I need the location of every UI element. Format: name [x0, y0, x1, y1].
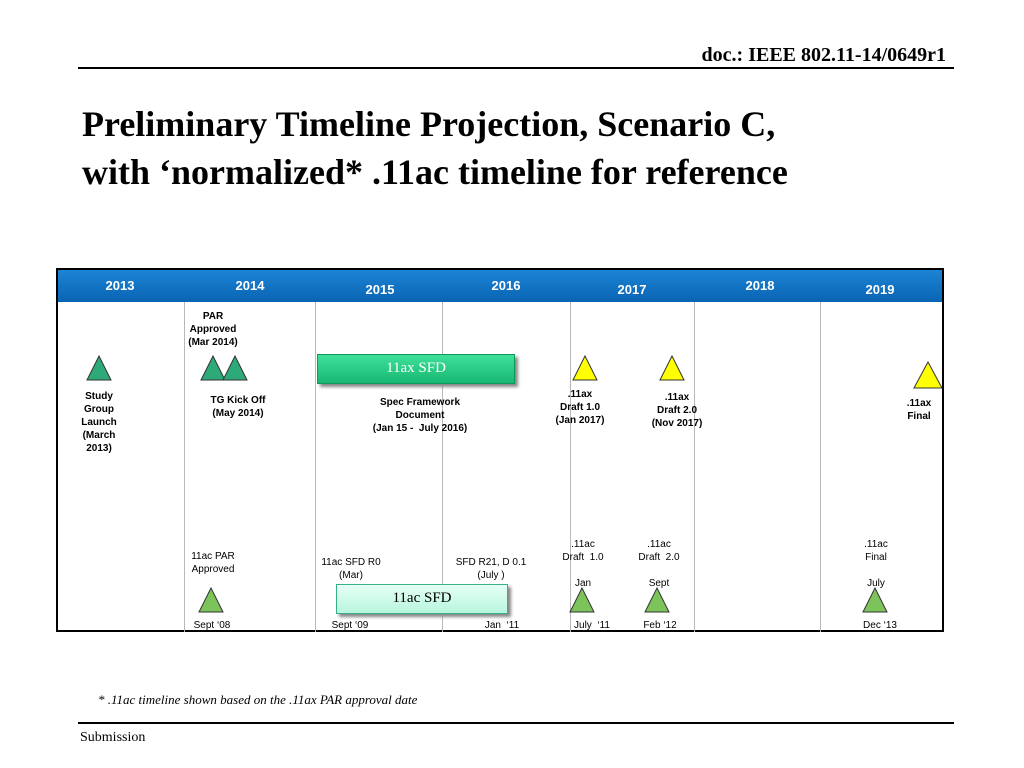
slide-title: Preliminary Timeline Projection, Scenari… — [82, 100, 942, 196]
draft1-marker-icon — [572, 354, 598, 381]
submission-label: Submission — [80, 730, 146, 745]
year-divider — [820, 270, 821, 632]
year-label: 2013 — [105, 278, 135, 293]
draft1-label: .11ax Draft 1.0 (Jan 2017) — [555, 389, 605, 426]
ac-date-label: Jan ‘11 — [484, 620, 520, 631]
spec-framework-label: Spec Framework Document (Jan 15 - July 2… — [372, 397, 468, 434]
year-label: 2019 — [865, 282, 895, 297]
draft2-label: .11ax Draft 2.0 (Nov 2017) — [651, 392, 703, 429]
year-label: 2014 — [235, 278, 265, 293]
footnote: * .11ac timeline shown based on the .11a… — [98, 692, 418, 707]
header-rule — [78, 67, 954, 69]
ac-draft2-label: .11ac Draft 2.0 Sept — [638, 539, 680, 589]
ac-date-label: Sept ‘08 — [193, 620, 231, 631]
ac-date-label: Dec ‘13 — [863, 620, 897, 631]
ax-sfd-bar: 11ax SFD — [317, 354, 515, 384]
ac-draft1-marker-icon — [569, 586, 595, 613]
ac-par-marker-icon — [198, 586, 224, 613]
draft2-marker-icon — [659, 354, 685, 381]
ac-sfd-bar: 11ac SFD — [336, 584, 508, 614]
year-divider — [184, 270, 185, 632]
final-label: .11ax Final — [906, 398, 932, 422]
ac-date-label: Feb ‘12 — [643, 620, 677, 631]
tg-kickoff-label: TG Kick Off (May 2014) — [210, 395, 266, 419]
year-divider — [694, 270, 695, 632]
ac-par-label: 11ac PAR Approved — [191, 551, 235, 575]
year-label: 2016 — [491, 278, 521, 293]
year-divider — [442, 270, 443, 632]
milestone-markers — [86, 354, 943, 613]
study-group-marker-icon — [86, 354, 112, 381]
footer-rule — [78, 722, 954, 724]
year-divider — [570, 270, 571, 632]
par-marker-icon — [200, 354, 226, 381]
year-label: 2015 — [365, 282, 395, 297]
title-line-2: with ‘normalized* .11ac timeline for ref… — [82, 152, 788, 192]
year-divider — [315, 270, 316, 632]
tg-kickoff-marker-icon — [222, 354, 248, 381]
ac-date-label: Sept ‘09 — [331, 620, 369, 631]
year-label: 2018 — [745, 278, 775, 293]
final-marker-icon — [913, 360, 943, 389]
ac-date-label: July ‘11 — [574, 620, 610, 631]
ac-final-marker-icon — [862, 586, 888, 613]
ac-sfd-r0-label: 11ac SFD R0 (Mar) — [321, 557, 381, 581]
year-label: 2017 — [617, 282, 647, 297]
study-group-label: Study Group Launch (March 2013) — [81, 391, 117, 454]
ac-draft1-label: .11ac Draft 1.0 Jan — [562, 539, 604, 589]
ac-draft2-marker-icon — [644, 586, 670, 613]
document-id: doc.: IEEE 802.11-14/0649r1 — [701, 44, 946, 66]
ac-sfd-r21-label: SFD R21, D 0.1 (July ) — [455, 557, 527, 581]
year-header-bar: 2013 2014 2015 2016 2017 2018 2019 — [58, 270, 942, 302]
title-line-1: Preliminary Timeline Projection, Scenari… — [82, 104, 776, 144]
ac-final-label: .11ac Final July — [864, 539, 888, 589]
par-approved-label: PAR Approved (Mar 2014) — [188, 311, 238, 348]
timeline-panel: 2013 2014 2015 2016 2017 2018 2019 Study… — [56, 268, 944, 632]
